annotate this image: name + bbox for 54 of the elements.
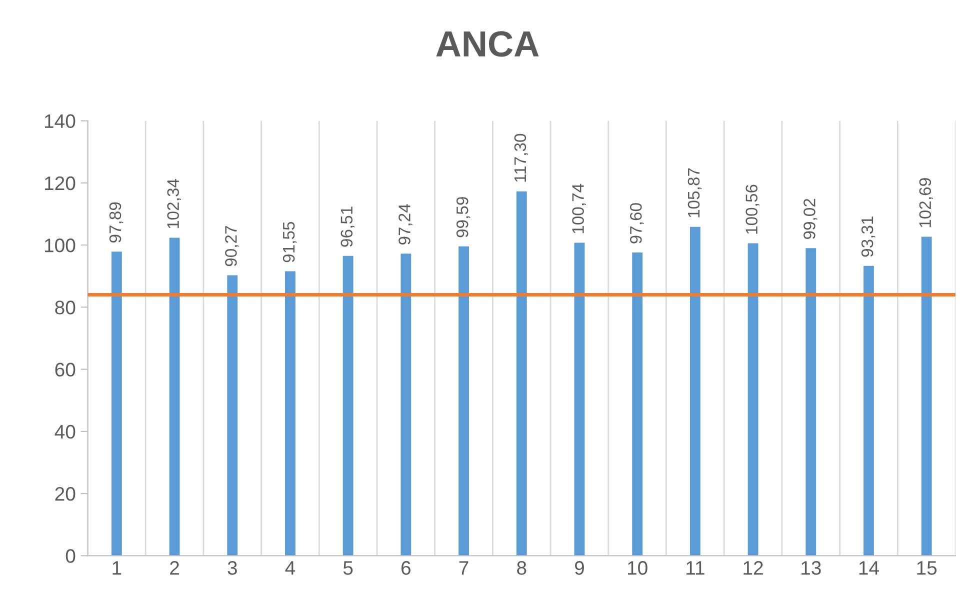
bar [921, 236, 932, 556]
data-label: 102,69 [919, 178, 934, 228]
x-tick-label: 2 [170, 561, 179, 575]
bar [632, 252, 643, 556]
y-tick-label: 40 [54, 424, 76, 439]
x-tick-label: 5 [343, 561, 353, 575]
y-tick-label: 100 [44, 238, 76, 252]
bar [864, 266, 874, 556]
data-label: 100,56 [746, 184, 760, 234]
data-label: 93,31 [861, 216, 876, 257]
x-tick-label: 7 [459, 561, 468, 575]
x-tick-label: 11 [686, 561, 704, 575]
y-tick-label: 0 [66, 549, 76, 563]
bar [285, 271, 296, 556]
data-label: 96,51 [340, 206, 355, 247]
bar [342, 256, 354, 556]
bar [458, 246, 469, 556]
bar [227, 275, 238, 556]
bar [690, 226, 700, 556]
data-label: 99,02 [804, 198, 818, 239]
bar [574, 242, 585, 556]
data-label: 90,27 [225, 226, 239, 266]
data-label: 117,30 [514, 134, 528, 182]
x-tick-label: 13 [802, 561, 821, 575]
bar [806, 248, 816, 556]
x-tick-label: 15 [917, 561, 937, 575]
y-tick-label: 60 [55, 362, 76, 377]
bar [400, 254, 412, 556]
data-label: 97,24 [398, 204, 412, 245]
x-tick-label: 4 [285, 561, 296, 575]
bar [748, 243, 758, 556]
data-label: 100,74 [572, 184, 586, 234]
bar [169, 238, 180, 556]
y-tick-label: 120 [44, 176, 76, 190]
x-tick-label: 1 [112, 561, 122, 575]
data-label: 97,60 [630, 203, 644, 244]
data-label: 97,89 [109, 202, 124, 242]
bar [111, 252, 122, 556]
y-tick-label: 20 [55, 487, 76, 501]
data-label: 99,59 [456, 197, 470, 238]
data-label: 91,55 [282, 222, 297, 262]
x-tick-label: 10 [628, 561, 648, 575]
bar [516, 191, 527, 556]
x-tick-label: 8 [517, 561, 526, 575]
x-tick-label: 9 [574, 561, 584, 575]
x-tick-label: 3 [228, 561, 237, 575]
x-tick-label: 14 [859, 561, 879, 575]
y-tick-label: 140 [44, 114, 76, 128]
chart-title: ANCA [436, 31, 539, 57]
x-tick-label: 12 [744, 561, 763, 575]
data-label: 102,34 [167, 178, 181, 228]
data-label: 105,87 [688, 168, 702, 218]
y-tick-label: 80 [55, 300, 76, 314]
x-tick-label: 6 [402, 561, 410, 575]
